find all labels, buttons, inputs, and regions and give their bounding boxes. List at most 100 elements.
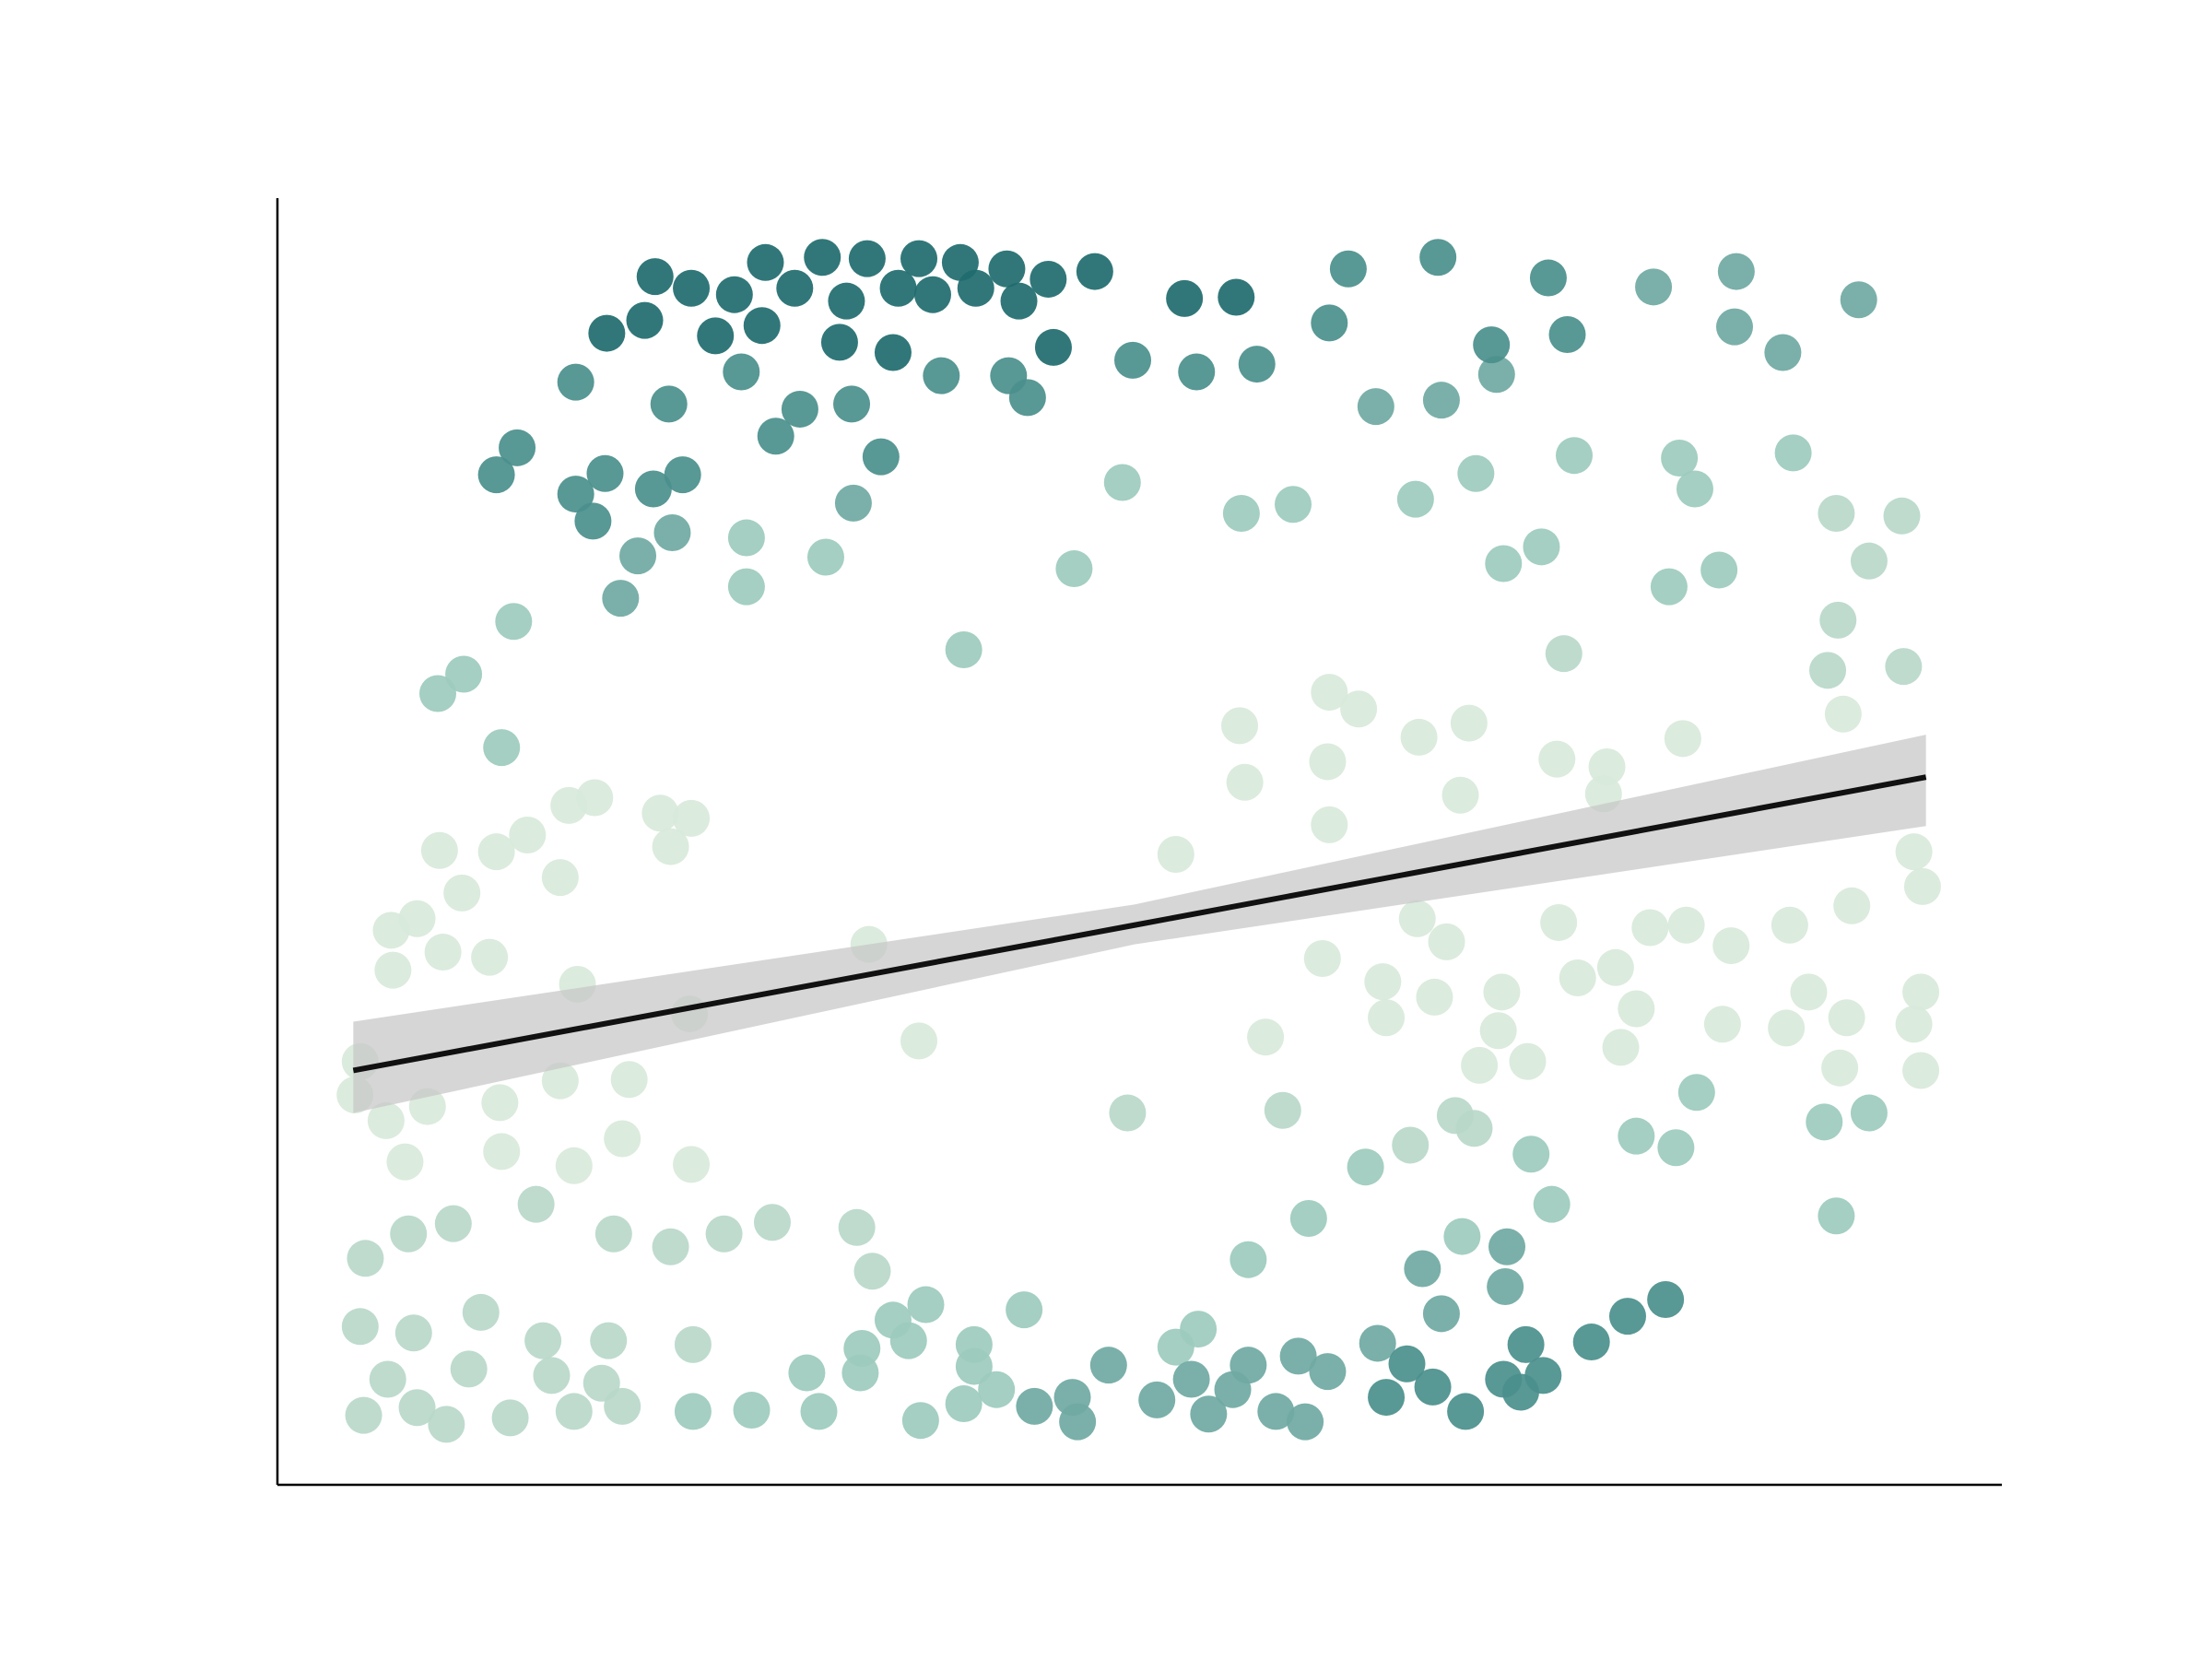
- point: [604, 1120, 641, 1158]
- point: [1392, 1126, 1430, 1164]
- point: [757, 418, 794, 455]
- point: [499, 429, 536, 466]
- point: [1559, 959, 1596, 996]
- point: [673, 1146, 711, 1183]
- point: [483, 729, 521, 767]
- point: [1661, 439, 1699, 477]
- point: [483, 1133, 521, 1171]
- point: [1596, 948, 1634, 986]
- point: [1507, 1325, 1545, 1363]
- point: [727, 568, 765, 606]
- point: [1089, 1347, 1127, 1384]
- point: [610, 1061, 648, 1099]
- point: [1485, 545, 1523, 582]
- point: [1347, 1148, 1384, 1186]
- point: [1485, 1360, 1523, 1398]
- point: [1608, 1298, 1646, 1335]
- point: [1602, 1029, 1640, 1066]
- point: [1076, 253, 1113, 290]
- point: [604, 1387, 641, 1425]
- point: [1473, 326, 1511, 364]
- point: [1422, 382, 1460, 419]
- point: [1883, 497, 1921, 535]
- point: [374, 951, 412, 989]
- point: [1166, 279, 1204, 317]
- point: [557, 476, 594, 513]
- point: [341, 1308, 379, 1346]
- point: [978, 1371, 1016, 1408]
- point: [1109, 1094, 1147, 1132]
- point: [517, 1185, 555, 1223]
- point: [419, 675, 457, 712]
- point: [1572, 1324, 1610, 1361]
- point: [900, 240, 938, 277]
- point: [450, 1350, 488, 1388]
- point: [1006, 1291, 1043, 1329]
- point: [590, 1322, 628, 1359]
- point: [576, 779, 614, 817]
- point: [804, 239, 841, 276]
- point: [1774, 434, 1812, 472]
- point: [1618, 990, 1655, 1028]
- point: [1329, 250, 1367, 288]
- point: [477, 456, 515, 494]
- point: [1818, 495, 1855, 533]
- point: [1548, 315, 1586, 353]
- point: [1055, 550, 1093, 588]
- point: [806, 538, 844, 576]
- point: [1419, 239, 1457, 276]
- point: [945, 630, 982, 668]
- point: [1840, 281, 1877, 319]
- point: [386, 1143, 424, 1181]
- point: [1340, 690, 1378, 728]
- point: [398, 1389, 436, 1427]
- point: [1903, 867, 1941, 905]
- point: [445, 655, 483, 693]
- point: [390, 1215, 428, 1253]
- point: [1768, 1009, 1806, 1047]
- point: [1309, 743, 1347, 781]
- point: [1114, 341, 1152, 379]
- point: [673, 269, 711, 307]
- point: [820, 324, 858, 361]
- point: [1818, 1197, 1855, 1235]
- point: [367, 1101, 405, 1139]
- point: [420, 831, 458, 869]
- point: [1414, 1368, 1452, 1406]
- point: [1311, 806, 1348, 843]
- point: [1533, 1185, 1571, 1223]
- point: [555, 1147, 593, 1184]
- point: [345, 1396, 382, 1434]
- point: [1647, 1280, 1685, 1318]
- point: [555, 1393, 593, 1430]
- point: [1359, 1324, 1396, 1362]
- point: [1303, 940, 1341, 978]
- point: [834, 484, 872, 522]
- point: [1311, 674, 1348, 712]
- point: [443, 874, 481, 912]
- point: [1529, 259, 1567, 297]
- point: [481, 1084, 519, 1122]
- point: [733, 1392, 771, 1430]
- point: [1398, 900, 1436, 937]
- point: [1287, 1403, 1324, 1441]
- point: [1221, 707, 1259, 745]
- point: [650, 385, 688, 423]
- point: [1540, 903, 1578, 941]
- point: [957, 269, 994, 307]
- point: [1103, 464, 1141, 501]
- point: [1226, 763, 1264, 801]
- point: [1311, 304, 1348, 342]
- point: [848, 240, 886, 277]
- point: [588, 314, 626, 352]
- point: [1483, 973, 1521, 1011]
- point: [1850, 542, 1888, 580]
- point: [1275, 486, 1312, 524]
- point: [1809, 652, 1847, 689]
- point: [1555, 437, 1593, 475]
- point: [1588, 748, 1626, 786]
- point: [889, 1322, 927, 1359]
- point: [988, 250, 1026, 288]
- point: [394, 1314, 432, 1352]
- point: [1309, 1353, 1347, 1391]
